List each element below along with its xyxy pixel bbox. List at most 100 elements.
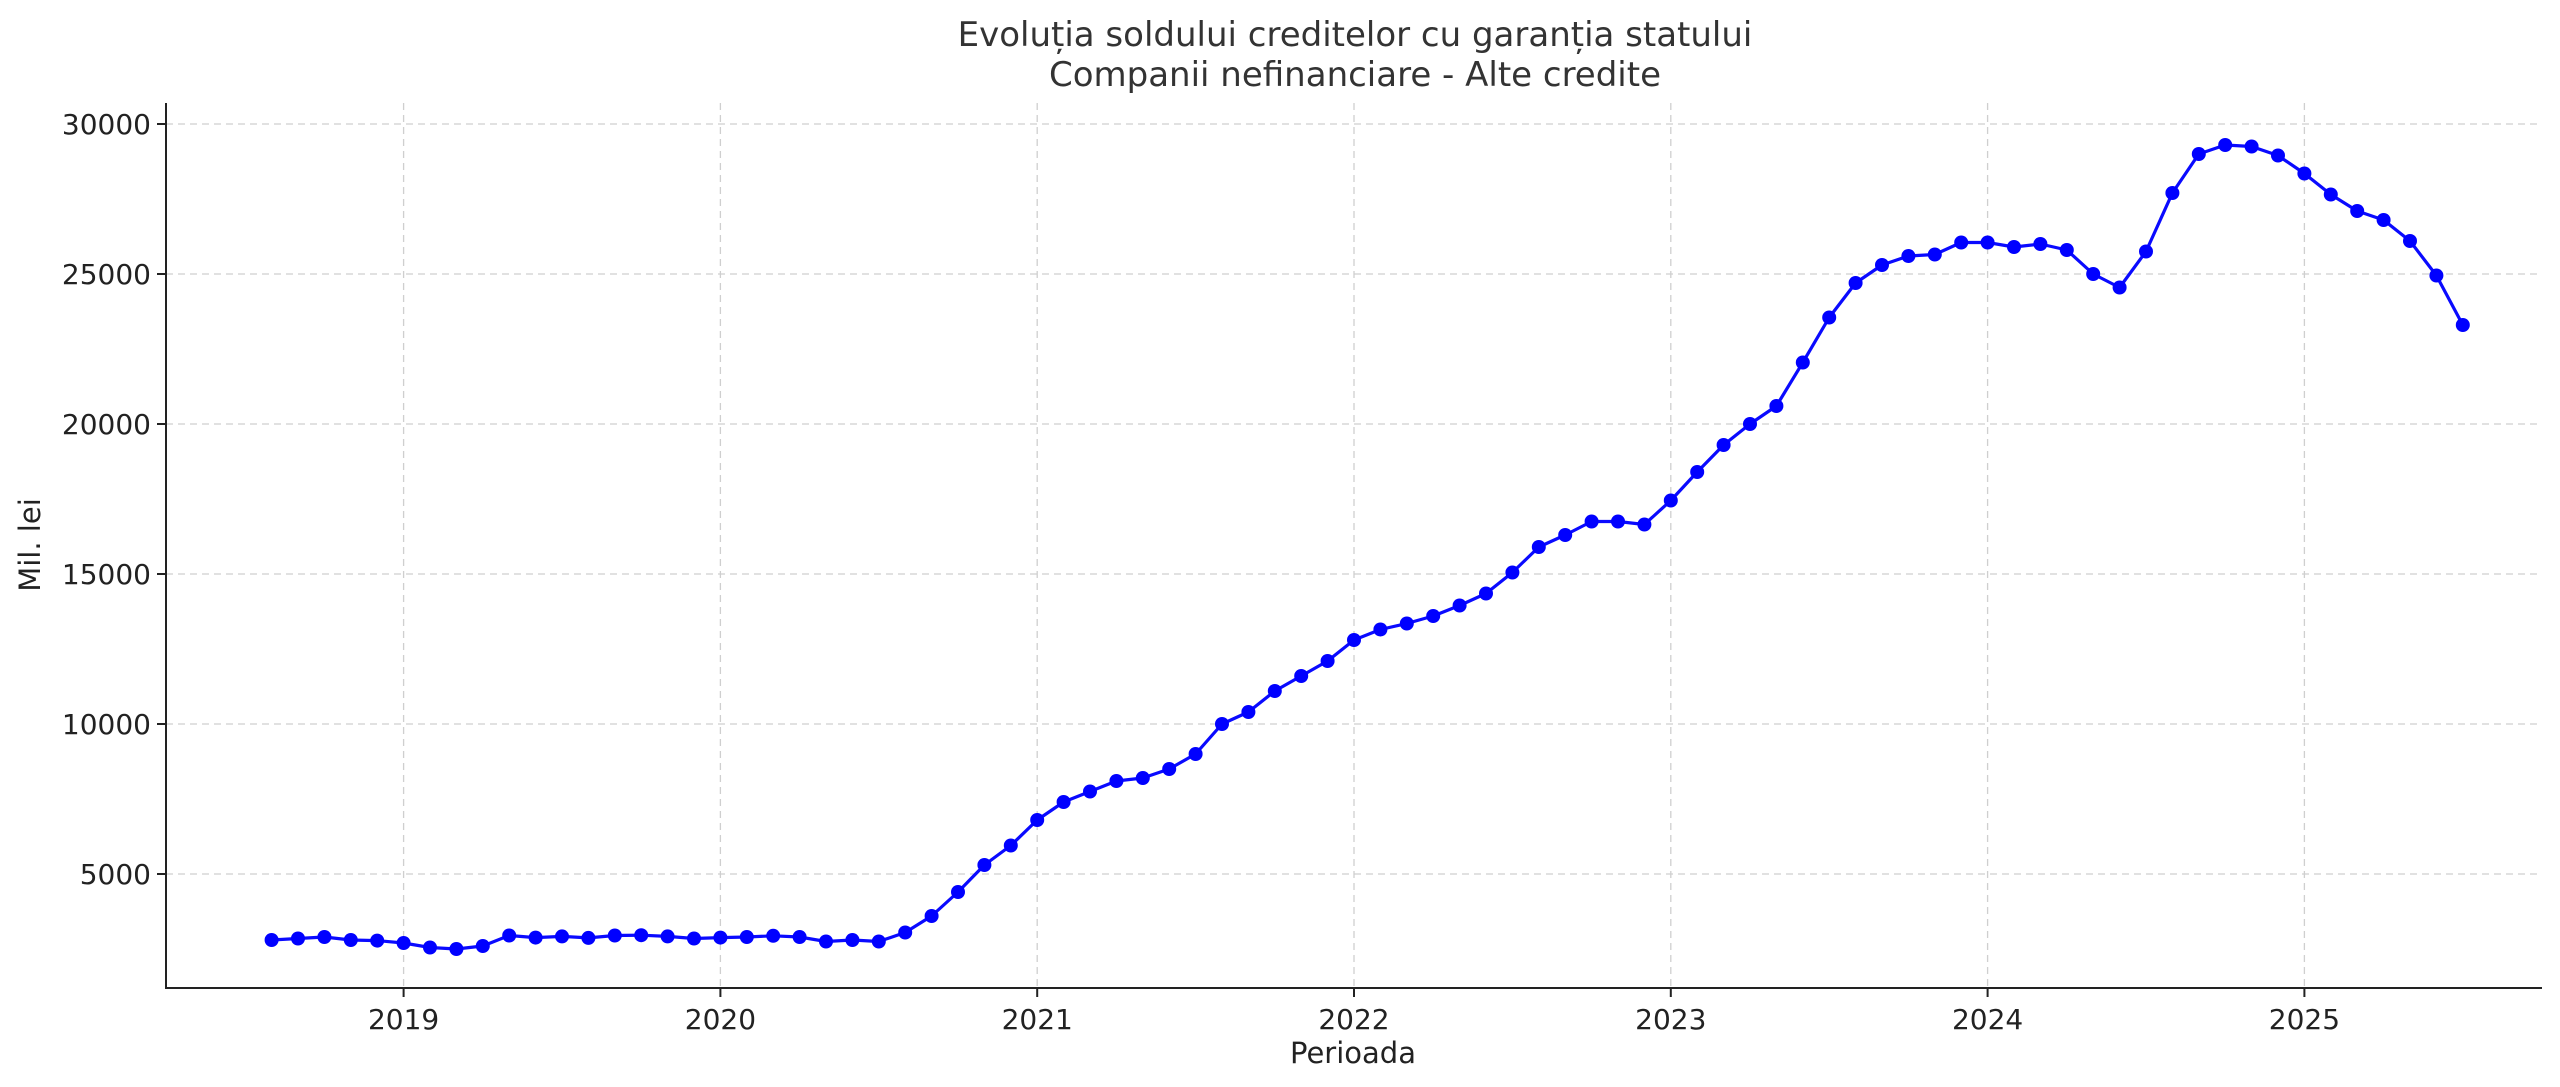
data-point bbox=[1241, 705, 1256, 719]
x-tick-label: 2024 bbox=[1952, 1003, 2023, 1036]
data-point bbox=[1188, 747, 1203, 761]
y-tick-label: 30000 bbox=[62, 108, 151, 141]
data-point bbox=[2376, 213, 2391, 227]
data-point bbox=[1743, 417, 1757, 431]
y-tick-label: 10000 bbox=[62, 708, 151, 741]
data-point bbox=[1848, 276, 1863, 290]
data-point bbox=[528, 930, 543, 945]
data-point bbox=[1611, 514, 1625, 529]
data-point bbox=[2455, 318, 2470, 332]
data-point bbox=[2403, 234, 2417, 248]
data-point bbox=[1558, 528, 1573, 542]
data-point bbox=[871, 934, 886, 949]
chart-subtitle: Companii nefinanciare - Alte credite bbox=[1049, 55, 1661, 95]
data-point bbox=[977, 858, 992, 872]
data-point bbox=[2007, 240, 2021, 254]
x-tick-label: 2023 bbox=[1635, 1003, 1706, 1036]
data-point bbox=[713, 930, 728, 945]
data-point bbox=[317, 930, 332, 944]
data-point bbox=[1162, 762, 1177, 776]
data-point bbox=[1294, 669, 1309, 683]
series-layer bbox=[264, 138, 2470, 956]
data-point bbox=[1690, 465, 1705, 479]
data-point bbox=[2244, 139, 2259, 154]
axis-spines bbox=[165, 103, 2542, 989]
data-point bbox=[370, 933, 385, 948]
y-tick-label: 25000 bbox=[62, 258, 151, 291]
data-point bbox=[792, 930, 807, 944]
data-point bbox=[343, 933, 358, 947]
data-point bbox=[924, 909, 939, 923]
data-point bbox=[2059, 243, 2074, 257]
data-point bbox=[449, 942, 464, 956]
x-tick-label: 2022 bbox=[1318, 1003, 1389, 1036]
data-point bbox=[2323, 187, 2338, 202]
data-point bbox=[2033, 237, 2048, 251]
data-point bbox=[1954, 235, 1969, 250]
y-tick-label: 5000 bbox=[80, 858, 151, 891]
data-point bbox=[739, 930, 754, 944]
data-point bbox=[2297, 166, 2312, 181]
data-point bbox=[1426, 609, 1441, 623]
data-point bbox=[845, 933, 860, 947]
data-point bbox=[1452, 598, 1467, 613]
data-point bbox=[634, 928, 649, 943]
data-point bbox=[475, 939, 490, 953]
data-point bbox=[1109, 774, 1124, 788]
data-point bbox=[2139, 244, 2153, 259]
x-axis-label: Perioada bbox=[1290, 1036, 1416, 1070]
data-point bbox=[607, 928, 622, 943]
chart-title: Evoluția soldului creditelor cu garanția… bbox=[958, 15, 1753, 55]
data-point bbox=[766, 928, 781, 943]
data-point bbox=[1663, 493, 1678, 508]
data-point bbox=[1637, 517, 1652, 532]
data-point bbox=[1584, 514, 1599, 529]
x-tick-label: 2019 bbox=[368, 1003, 439, 1036]
data-point bbox=[423, 940, 437, 955]
data-point bbox=[1795, 355, 1810, 370]
data-point bbox=[1479, 586, 1493, 601]
y-axis-label: Mil. lei bbox=[13, 498, 47, 592]
data-point bbox=[1822, 310, 1837, 325]
axes: 2019 2020 2021 2022 2023 2024 2025 5000 10000 150… bbox=[62, 103, 2542, 1036]
data-point bbox=[2218, 138, 2233, 152]
data-point bbox=[1505, 565, 1520, 580]
data-point bbox=[502, 928, 517, 943]
data-point bbox=[291, 931, 305, 946]
data-point bbox=[1215, 717, 1229, 731]
data-point bbox=[581, 930, 596, 945]
series-line bbox=[271, 143, 2465, 951]
data-point bbox=[1531, 540, 1546, 554]
x-tick-label: 2020 bbox=[685, 1003, 756, 1036]
x-tick-label: 2025 bbox=[2269, 1003, 2340, 1036]
data-point bbox=[2086, 267, 2101, 281]
data-point bbox=[264, 933, 279, 947]
data-point bbox=[1399, 616, 1414, 631]
data-point bbox=[1056, 795, 1071, 809]
data-point bbox=[2112, 280, 2127, 295]
data-point bbox=[1347, 633, 1361, 647]
data-point bbox=[1927, 247, 1942, 262]
data-point bbox=[2429, 268, 2444, 283]
data-point bbox=[2350, 204, 2365, 218]
data-point bbox=[1030, 813, 1045, 827]
data-point bbox=[555, 929, 569, 944]
data-point bbox=[1901, 249, 1916, 263]
data-point bbox=[1320, 654, 1335, 668]
data-point bbox=[1267, 684, 1282, 698]
data-point bbox=[1716, 438, 1731, 452]
data-point bbox=[2165, 186, 2180, 200]
data-point bbox=[660, 929, 675, 944]
data-point bbox=[2271, 148, 2285, 163]
data-point bbox=[396, 936, 411, 950]
data-point bbox=[2191, 147, 2206, 161]
data-point bbox=[1003, 838, 1018, 853]
data-point bbox=[1980, 235, 1995, 250]
y-tick-label: 15000 bbox=[62, 558, 151, 591]
data-point bbox=[951, 885, 965, 899]
y-tick-label: 20000 bbox=[62, 408, 151, 441]
data-point bbox=[1373, 622, 1388, 637]
data-point bbox=[819, 934, 833, 949]
